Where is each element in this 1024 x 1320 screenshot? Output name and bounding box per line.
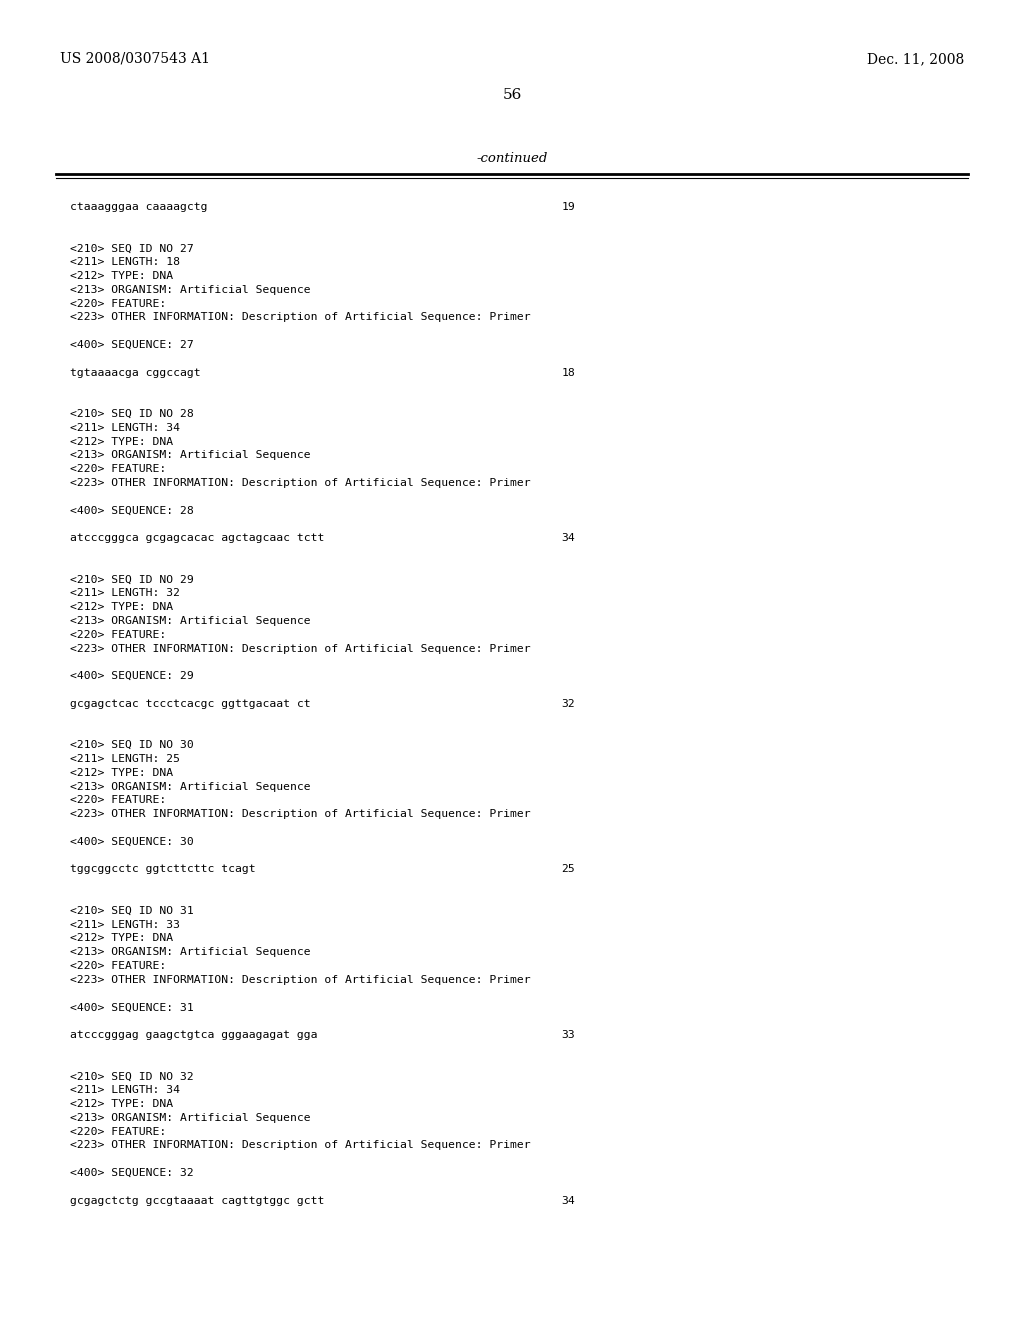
Text: 33: 33 [561, 1030, 574, 1040]
Text: <220> FEATURE:: <220> FEATURE: [70, 1126, 166, 1137]
Text: atcccgggca gcgagcacac agctagcaac tctt: atcccgggca gcgagcacac agctagcaac tctt [70, 533, 324, 544]
Text: <210> SEQ ID NO 32: <210> SEQ ID NO 32 [70, 1072, 194, 1081]
Text: <212> TYPE: DNA: <212> TYPE: DNA [70, 437, 173, 446]
Text: <211> LENGTH: 33: <211> LENGTH: 33 [70, 920, 179, 929]
Text: <210> SEQ ID NO 30: <210> SEQ ID NO 30 [70, 741, 194, 750]
Text: <220> FEATURE:: <220> FEATURE: [70, 298, 166, 309]
Text: <212> TYPE: DNA: <212> TYPE: DNA [70, 1100, 173, 1109]
Text: -continued: -continued [476, 152, 548, 165]
Text: <211> LENGTH: 34: <211> LENGTH: 34 [70, 1085, 179, 1096]
Text: <212> TYPE: DNA: <212> TYPE: DNA [70, 768, 173, 777]
Text: <223> OTHER INFORMATION: Description of Artificial Sequence: Primer: <223> OTHER INFORMATION: Description of … [70, 809, 530, 820]
Text: <213> ORGANISM: Artificial Sequence: <213> ORGANISM: Artificial Sequence [70, 948, 310, 957]
Text: <212> TYPE: DNA: <212> TYPE: DNA [70, 602, 173, 612]
Text: <400> SEQUENCE: 29: <400> SEQUENCE: 29 [70, 671, 194, 681]
Text: <210> SEQ ID NO 27: <210> SEQ ID NO 27 [70, 243, 194, 253]
Text: <223> OTHER INFORMATION: Description of Artificial Sequence: Primer: <223> OTHER INFORMATION: Description of … [70, 478, 530, 488]
Text: 25: 25 [561, 865, 574, 874]
Text: <213> ORGANISM: Artificial Sequence: <213> ORGANISM: Artificial Sequence [70, 1113, 310, 1123]
Text: <210> SEQ ID NO 31: <210> SEQ ID NO 31 [70, 906, 194, 916]
Text: <400> SEQUENCE: 28: <400> SEQUENCE: 28 [70, 506, 194, 516]
Text: <211> LENGTH: 18: <211> LENGTH: 18 [70, 257, 179, 267]
Text: 19: 19 [561, 202, 574, 213]
Text: <220> FEATURE:: <220> FEATURE: [70, 961, 166, 972]
Text: <213> ORGANISM: Artificial Sequence: <213> ORGANISM: Artificial Sequence [70, 616, 310, 626]
Text: <211> LENGTH: 34: <211> LENGTH: 34 [70, 422, 179, 433]
Text: 34: 34 [561, 533, 574, 544]
Text: <400> SEQUENCE: 32: <400> SEQUENCE: 32 [70, 1168, 194, 1177]
Text: atcccgggag gaagctgtca gggaagagat gga: atcccgggag gaagctgtca gggaagagat gga [70, 1030, 317, 1040]
Text: <223> OTHER INFORMATION: Description of Artificial Sequence: Primer: <223> OTHER INFORMATION: Description of … [70, 974, 530, 985]
Text: 56: 56 [503, 88, 521, 102]
Text: <400> SEQUENCE: 31: <400> SEQUENCE: 31 [70, 1002, 194, 1012]
Text: <210> SEQ ID NO 28: <210> SEQ ID NO 28 [70, 409, 194, 418]
Text: 34: 34 [561, 1196, 574, 1205]
Text: tggcggcctc ggtcttcttc tcagt: tggcggcctc ggtcttcttc tcagt [70, 865, 255, 874]
Text: US 2008/0307543 A1: US 2008/0307543 A1 [60, 51, 210, 66]
Text: <400> SEQUENCE: 30: <400> SEQUENCE: 30 [70, 837, 194, 847]
Text: <213> ORGANISM: Artificial Sequence: <213> ORGANISM: Artificial Sequence [70, 781, 310, 792]
Text: ctaaagggaa caaaagctg: ctaaagggaa caaaagctg [70, 202, 207, 213]
Text: <212> TYPE: DNA: <212> TYPE: DNA [70, 933, 173, 944]
Text: 18: 18 [561, 367, 574, 378]
Text: Dec. 11, 2008: Dec. 11, 2008 [866, 51, 964, 66]
Text: <220> FEATURE:: <220> FEATURE: [70, 796, 166, 805]
Text: <211> LENGTH: 32: <211> LENGTH: 32 [70, 589, 179, 598]
Text: <210> SEQ ID NO 29: <210> SEQ ID NO 29 [70, 574, 194, 585]
Text: gcgagctctg gccgtaaaat cagttgtggc gctt: gcgagctctg gccgtaaaat cagttgtggc gctt [70, 1196, 324, 1205]
Text: <213> ORGANISM: Artificial Sequence: <213> ORGANISM: Artificial Sequence [70, 285, 310, 294]
Text: <220> FEATURE:: <220> FEATURE: [70, 630, 166, 640]
Text: <223> OTHER INFORMATION: Description of Artificial Sequence: Primer: <223> OTHER INFORMATION: Description of … [70, 1140, 530, 1151]
Text: <211> LENGTH: 25: <211> LENGTH: 25 [70, 754, 179, 764]
Text: tgtaaaacga cggccagt: tgtaaaacga cggccagt [70, 367, 201, 378]
Text: <223> OTHER INFORMATION: Description of Artificial Sequence: Primer: <223> OTHER INFORMATION: Description of … [70, 313, 530, 322]
Text: <212> TYPE: DNA: <212> TYPE: DNA [70, 271, 173, 281]
Text: 32: 32 [561, 698, 574, 709]
Text: <213> ORGANISM: Artificial Sequence: <213> ORGANISM: Artificial Sequence [70, 450, 310, 461]
Text: <223> OTHER INFORMATION: Description of Artificial Sequence: Primer: <223> OTHER INFORMATION: Description of … [70, 644, 530, 653]
Text: <400> SEQUENCE: 27: <400> SEQUENCE: 27 [70, 341, 194, 350]
Text: <220> FEATURE:: <220> FEATURE: [70, 465, 166, 474]
Text: gcgagctcac tccctcacgc ggttgacaat ct: gcgagctcac tccctcacgc ggttgacaat ct [70, 698, 310, 709]
